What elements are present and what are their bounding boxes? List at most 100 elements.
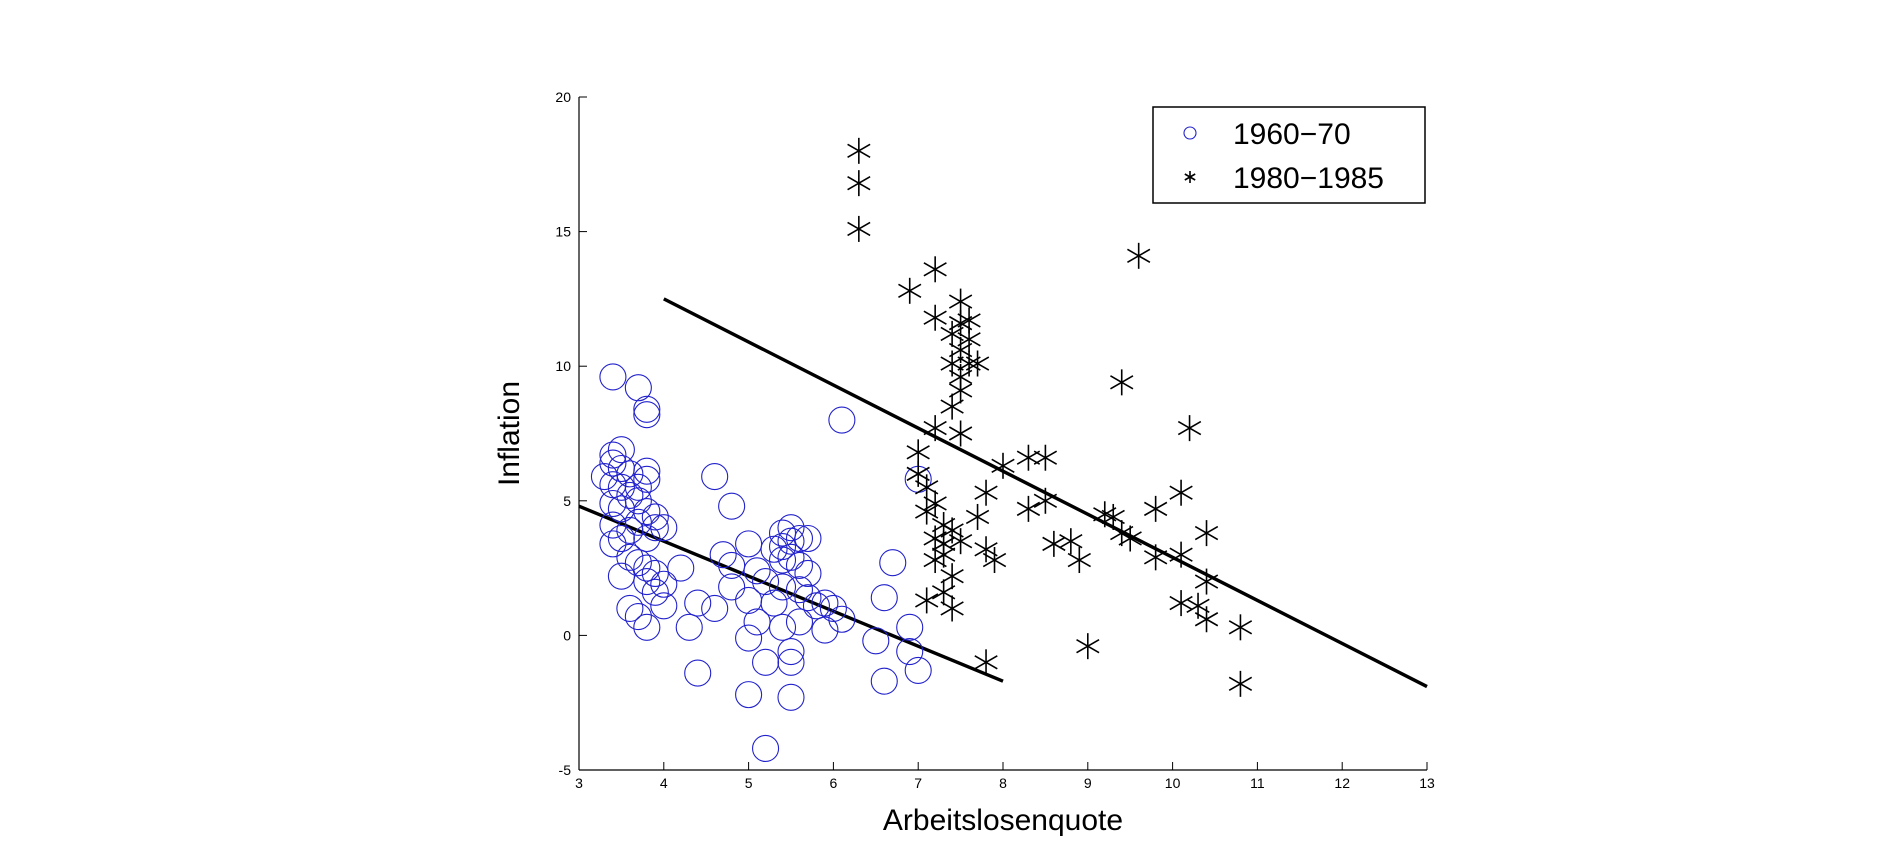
x-tick-label: 7 [914, 775, 922, 791]
data-point-circle [743, 608, 771, 636]
data-point-circle [633, 401, 661, 429]
legend-label-1960-70: 1960−70 [1233, 118, 1351, 151]
data-point-circle [650, 570, 678, 598]
data-point-asterisk [1169, 541, 1193, 568]
data-point-circle [718, 492, 746, 520]
data-point-asterisk [915, 474, 939, 501]
data-point-asterisk [1194, 606, 1219, 633]
data-point-circle [718, 573, 746, 601]
data-point-circle [819, 594, 847, 623]
data-point-circle [785, 576, 814, 604]
data-point-asterisk [1177, 415, 1202, 442]
data-point-asterisk [1110, 369, 1134, 396]
data-point-asterisk [1194, 568, 1219, 595]
data-point-circle [735, 530, 763, 558]
legend: 1960−70 1980−1985 [1152, 106, 1426, 204]
data-point-circle [641, 503, 669, 531]
data-point-circle [777, 648, 805, 676]
data-point-circle [607, 436, 635, 464]
data-point-circle [650, 514, 678, 542]
data-point-asterisk [1033, 444, 1058, 471]
data-point-asterisk [1016, 444, 1041, 471]
data-point-circle [735, 624, 763, 652]
data-point-circle [624, 603, 652, 631]
data-point-asterisk [923, 490, 947, 517]
data-point-asterisk [898, 277, 922, 304]
data-point-asterisk [1093, 501, 1117, 528]
legend-marker-circle [1183, 126, 1197, 140]
data-point-circle [785, 551, 814, 579]
x-tick-label: 5 [745, 775, 753, 791]
data-point-circle [752, 734, 780, 763]
data-point-asterisk [1143, 495, 1168, 522]
data-point-asterisk [965, 503, 990, 530]
data-point-asterisk [948, 528, 973, 555]
data-point-circle [794, 524, 822, 553]
data-point-circle [616, 594, 644, 623]
data-point-asterisk [948, 420, 973, 447]
x-tick-label: 8 [999, 775, 1007, 791]
data-point-circle [616, 460, 644, 488]
data-point-asterisk [1016, 495, 1041, 522]
data-points [590, 137, 1253, 763]
data-point-circle [599, 441, 627, 469]
y-tick-label: -5 [559, 762, 572, 778]
data-point-circle [777, 638, 805, 666]
data-point-circle [828, 406, 856, 434]
data-point-asterisk [915, 587, 939, 614]
data-point-asterisk [1059, 528, 1083, 555]
data-point-circle [879, 549, 907, 577]
data-point-circle [684, 659, 712, 687]
data-point-circle [701, 594, 729, 623]
data-point-circle [599, 489, 627, 518]
data-point-circle [650, 592, 678, 620]
data-point-circle [743, 557, 771, 585]
data-point-circle [768, 519, 797, 547]
data-point-circle [675, 613, 703, 641]
data-point-asterisk [965, 350, 990, 377]
data-point-circle [777, 543, 805, 571]
data-point-circle [896, 613, 924, 641]
data-point-asterisk [1118, 525, 1142, 552]
data-point-asterisk [948, 377, 973, 404]
data-point-asterisk [1042, 530, 1066, 557]
data-point-circle [768, 533, 797, 561]
data-point-asterisk [1143, 544, 1168, 571]
axis-ticks: 3 4 5 6 7 8 9 10 11 12 13 -5 0 5 10 15 20 [555, 89, 1435, 791]
legend-circle-marker [1183, 126, 1197, 140]
data-point-circle [633, 498, 661, 526]
data-point-circle [641, 559, 669, 588]
data-point-circle [667, 554, 695, 582]
data-point-circle [624, 473, 652, 501]
data-point-circle [607, 473, 635, 501]
x-tick-label: 3 [575, 775, 583, 791]
data-point-asterisk [847, 215, 871, 242]
data-point-circle [641, 578, 669, 606]
data-point-circle [624, 374, 652, 402]
data-point-asterisk [948, 310, 973, 337]
y-tick-label: 15 [555, 224, 571, 240]
x-tick-label: 12 [1334, 775, 1350, 791]
data-point-circle [633, 613, 661, 641]
data-point-circle [785, 524, 814, 553]
data-point-asterisk [974, 649, 998, 676]
data-point-circle [633, 457, 661, 485]
data-point-asterisk [1127, 242, 1151, 269]
x-tick-label: 13 [1419, 775, 1435, 791]
data-point-asterisk [1169, 479, 1193, 506]
data-point-circle [599, 511, 627, 539]
data-point-asterisk [923, 256, 947, 283]
data-point-asterisk [1076, 633, 1100, 660]
data-point-asterisk [915, 498, 939, 525]
data-point-circle [785, 608, 814, 636]
y-tick-label: 0 [563, 627, 571, 643]
data-point-asterisk [974, 479, 998, 506]
data-point-asterisk [847, 137, 871, 164]
data-point-circle [752, 648, 780, 676]
data-point-circle [768, 613, 797, 641]
data-point-circle [904, 656, 932, 684]
legend-label-1980-1985: 1980−1985 [1233, 162, 1384, 195]
regression-lines [578, 297, 1428, 689]
y-tick-label: 20 [555, 89, 571, 105]
